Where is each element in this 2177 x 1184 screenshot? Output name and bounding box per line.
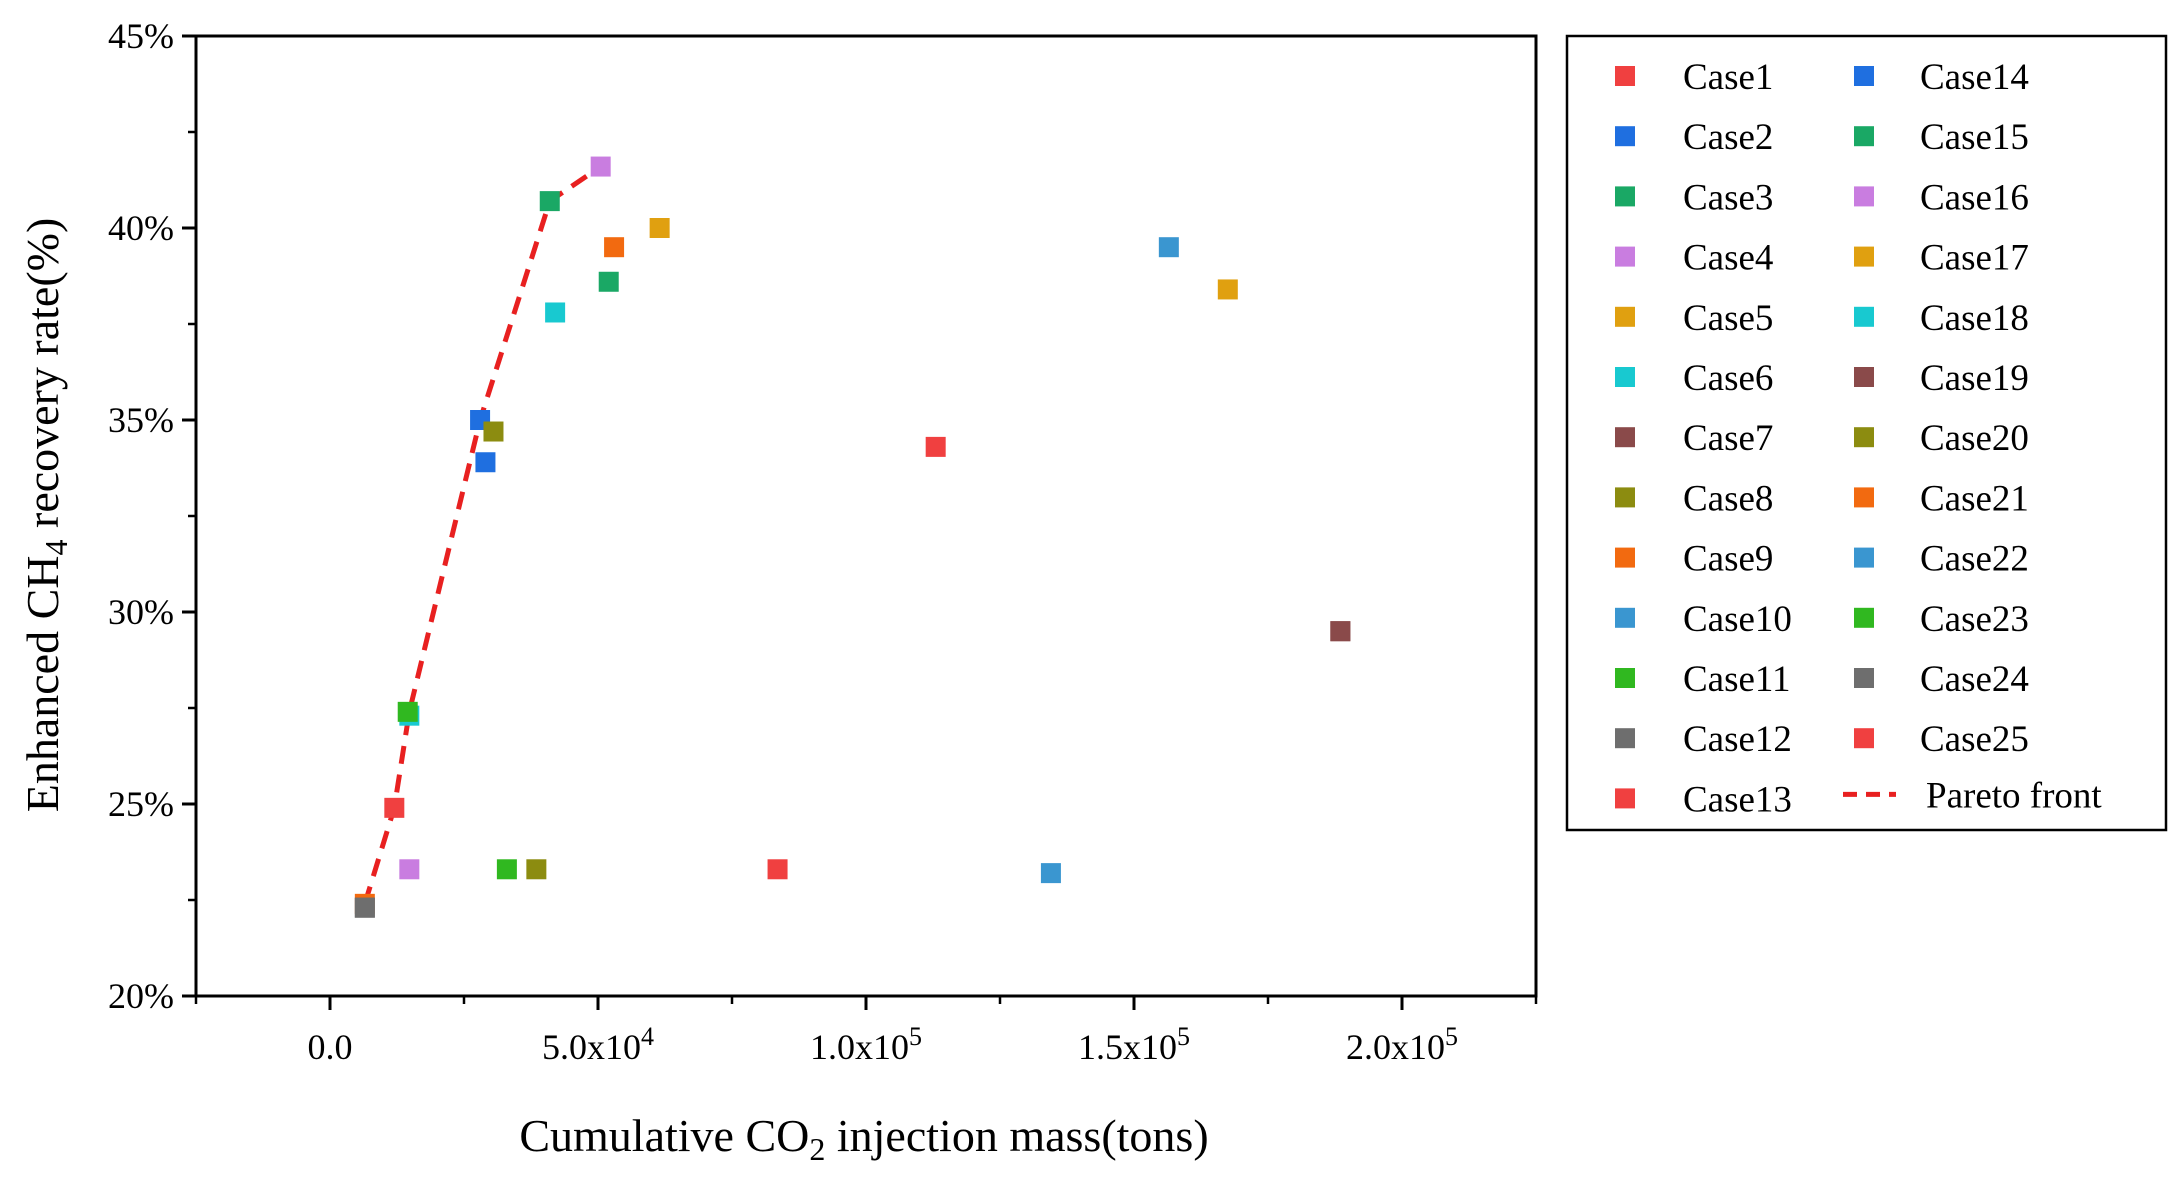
legend-marker (1854, 427, 1874, 448)
legend-label: Pareto front (1926, 775, 2102, 816)
legend-label: Case12 (1683, 719, 1792, 760)
y-tick-label: 25% (108, 784, 174, 824)
legend-marker (1854, 306, 1874, 327)
point-case22 (1158, 237, 1179, 258)
point-case24 (354, 897, 375, 918)
point-case18 (545, 302, 566, 323)
legend-marker (1854, 246, 1874, 267)
legend-marker (1615, 66, 1635, 86)
legend-label: Case5 (1683, 298, 1773, 339)
legend-label: Case20 (1920, 418, 2029, 459)
legend-marker (1615, 427, 1635, 448)
legend-label: Case3 (1683, 177, 1773, 218)
point-case20 (483, 421, 504, 442)
legend-marker (1854, 607, 1874, 628)
legend-marker (1615, 487, 1635, 508)
y-tick-label: 40% (108, 208, 174, 248)
data-points (354, 156, 1351, 918)
x-tick-label: 1.0x105 (810, 1022, 922, 1067)
point-case21 (604, 237, 625, 258)
point-case25 (925, 436, 946, 457)
legend-marker (1854, 547, 1874, 568)
legend-label: Case23 (1920, 599, 2029, 640)
legend-label: Case14 (1920, 57, 2029, 98)
point-case8 (526, 859, 547, 880)
legend-marker (1615, 126, 1635, 147)
legend-label: Case8 (1683, 478, 1773, 519)
point-case15 (598, 271, 619, 292)
legend-label: Case2 (1683, 117, 1773, 158)
axes: 20% 25% 30% 35% 40% 45% 0.0 5.0x104 1.0x105 1.5x1… (108, 16, 1538, 1067)
legend-label: Case4 (1683, 238, 1773, 279)
legend-marker (1854, 367, 1874, 387)
point-case11 (496, 859, 517, 880)
legend-label: Case11 (1683, 659, 1791, 700)
legend-marker (1854, 728, 1874, 749)
point-case1 (384, 797, 405, 818)
y-axis-title: Enhanced CH4 recovery rate(%) (17, 218, 74, 813)
legend-label: Case19 (1920, 358, 2029, 399)
point-case19 (1330, 621, 1351, 642)
y-tick-label: 35% (108, 400, 174, 440)
legend-label: Case18 (1920, 298, 2029, 339)
legend-label: Case9 (1683, 539, 1773, 580)
legend-marker (1615, 728, 1635, 749)
legend-marker (1854, 126, 1874, 147)
point-case23 (397, 701, 418, 722)
point-case10 (1040, 863, 1061, 884)
legend-label: Case1 (1683, 57, 1773, 98)
legend-marker (1615, 306, 1635, 327)
x-tick-label: 1.5x105 (1078, 1022, 1190, 1067)
point-case5 (649, 218, 670, 238)
point-case16 (590, 156, 611, 177)
legend-label: Case24 (1920, 659, 2029, 700)
legend-marker (1854, 668, 1874, 688)
legend-label: Case21 (1920, 478, 2029, 519)
point-case13 (767, 859, 788, 880)
y-tick-label: 45% (108, 16, 174, 56)
x-tick-label: 2.0x105 (1346, 1022, 1458, 1067)
legend-label: Case16 (1920, 177, 2029, 218)
legend-marker (1854, 186, 1874, 207)
legend-label: Case22 (1920, 539, 2029, 580)
legend-marker (1615, 788, 1635, 809)
legend: Case1 Case2 Case3 Case4 Case5 Case6 Case7 Case8… (1565, 34, 2168, 832)
point-case17 (1217, 279, 1238, 300)
legend-label: Case15 (1920, 117, 2029, 158)
point-case4 (399, 859, 420, 880)
legend-marker (1854, 487, 1874, 508)
legend-marker (1615, 668, 1635, 688)
legend-marker (1615, 547, 1635, 568)
legend-label: Case7 (1683, 418, 1773, 459)
legend-marker (1854, 66, 1874, 86)
x-tick-label: 5.0x104 (542, 1022, 654, 1067)
point-case3 (539, 191, 560, 212)
legend-marker (1615, 607, 1635, 628)
legend-label: Case6 (1683, 358, 1773, 399)
legend-label: Case13 (1683, 779, 1792, 820)
y-tick-label: 30% (108, 592, 174, 632)
x-axis-title: Cumulative CO2 injection mass(tons) (519, 1110, 1208, 1167)
axis-titles: Cumulative CO2 injection mass(tons) Enha… (17, 218, 1209, 1167)
legend-marker (1615, 367, 1635, 387)
legend-label: Case25 (1920, 719, 2029, 760)
y-tick-label: 20% (108, 976, 174, 1016)
legend-label: Case17 (1920, 238, 2029, 279)
legend-marker (1615, 246, 1635, 267)
legend-label: Case10 (1683, 599, 1792, 640)
point-case2 (475, 452, 496, 473)
legend-marker (1615, 186, 1635, 207)
x-tick-label: 0.0 (308, 1027, 353, 1067)
